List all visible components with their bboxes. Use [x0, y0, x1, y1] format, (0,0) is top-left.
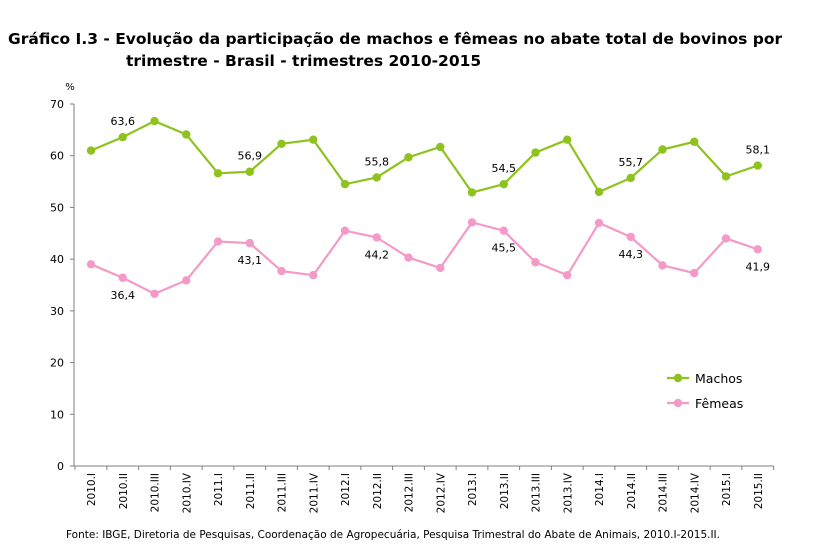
x-tick-label: 2012.III [404, 473, 416, 512]
x-tick-label: 2011.IV [308, 472, 320, 513]
y-tick-label: 70 [50, 98, 64, 111]
y-tick-label: 60 [50, 150, 64, 163]
data-label: 55,8 [365, 155, 390, 168]
data-label: 41,9 [746, 260, 771, 273]
y-tick-label: 20 [50, 357, 64, 370]
data-label: 36,4 [111, 289, 136, 302]
data-point [86, 146, 96, 155]
x-tick-label: 2013.I [467, 473, 479, 506]
data-point [626, 232, 635, 242]
data-point [721, 234, 731, 243]
x-tick-label: 2012.I [340, 473, 352, 506]
source-note: Fonte: IBGE, Diretoria de Pesquisas, Coo… [66, 529, 720, 541]
data-point [118, 273, 127, 282]
data-label: 45,5 [492, 242, 517, 255]
y-tick-label: 10 [50, 408, 64, 421]
x-tick-label: 2011.II [245, 473, 257, 509]
x-tick-label: 2010.IV [181, 472, 193, 513]
x-tick-label: 2011.I [213, 473, 225, 506]
data-label: 56,9 [238, 150, 263, 163]
data-point [690, 137, 699, 146]
x-tick-label: 2013.IV [562, 472, 574, 513]
data-point [277, 139, 286, 149]
y-tick-label: 50 [50, 201, 64, 214]
data-point [309, 135, 318, 144]
data-label: 44,2 [365, 248, 390, 261]
data-point [753, 161, 762, 170]
legend-swatch-marker [673, 398, 683, 408]
x-tick-label: 2014.III [658, 473, 670, 512]
data-point [753, 245, 762, 254]
data-label: 43,1 [238, 254, 263, 267]
data-point [404, 153, 413, 162]
data-point [436, 142, 445, 152]
x-tick-label: 2013.II [499, 473, 511, 509]
data-point [658, 261, 667, 270]
data-point [436, 263, 445, 273]
data-point [531, 258, 540, 267]
data-point [86, 260, 96, 269]
x-tick-label: 2010.II [118, 473, 130, 509]
data-point [182, 276, 191, 285]
data-point [594, 218, 604, 228]
x-tick-label: 2012.IV [435, 472, 447, 513]
data-label: 44,3 [619, 248, 644, 261]
data-label: 63,6 [111, 115, 136, 128]
legend-swatch-marker [673, 373, 683, 383]
chart-title-line-1: Gráfico I.3 - Evolução da participação d… [8, 30, 783, 48]
data-point [372, 173, 381, 182]
y-unit-label: % [65, 82, 75, 93]
data-point [563, 270, 572, 280]
data-label: 55,7 [619, 156, 644, 169]
series-line-femeas [90, 221, 759, 296]
x-tick-label: 2010.III [150, 473, 162, 512]
data-point [499, 226, 508, 235]
data-point [467, 188, 477, 197]
data-point [213, 237, 223, 246]
data-point [626, 173, 635, 183]
data-point [245, 238, 254, 248]
x-tick-label: 2015.II [753, 473, 765, 509]
data-label: 54,5 [492, 162, 517, 175]
legend-label: Fêmeas [695, 396, 743, 411]
y-tick-label: 0 [57, 460, 64, 473]
x-tick-label: 2014.I [594, 473, 606, 506]
x-tick-label: 2014.II [626, 473, 638, 509]
data-point [372, 233, 381, 242]
data-point [182, 130, 191, 139]
y-tick-label: 30 [50, 305, 64, 318]
x-tick-label: 2012.II [372, 473, 384, 509]
data-point [721, 172, 731, 181]
data-point [150, 116, 159, 126]
data-point [340, 226, 350, 235]
y-tick-label: 40 [50, 253, 64, 266]
data-point [531, 148, 540, 157]
data-point [150, 289, 159, 298]
x-tick-label: 2011.III [277, 473, 289, 512]
data-point [118, 132, 127, 142]
chart-title-line-2: trimestre - Brasil - trimestres 2010-201… [126, 52, 482, 70]
data-point [404, 253, 413, 262]
x-tick-label: 2015.I [721, 473, 733, 506]
data-point [563, 135, 572, 144]
chart-title: Gráfico I.3 - Evolução da participação d… [8, 28, 812, 72]
data-point [658, 145, 667, 154]
data-point [340, 179, 350, 189]
data-point [594, 187, 604, 197]
data-point [213, 169, 223, 178]
x-tick-label: 2010.I [86, 473, 98, 506]
data-point [277, 266, 286, 276]
series-line-machos [90, 119, 759, 194]
x-tick-label: 2013.III [531, 473, 543, 512]
x-tick-label: 2014.IV [689, 472, 701, 513]
data-point [309, 270, 318, 280]
data-point [245, 167, 254, 176]
data-point [690, 268, 699, 278]
data-label: 58,1 [746, 144, 771, 157]
legend-label: Machos [695, 371, 742, 386]
data-point [467, 218, 477, 227]
data-point [499, 179, 508, 189]
